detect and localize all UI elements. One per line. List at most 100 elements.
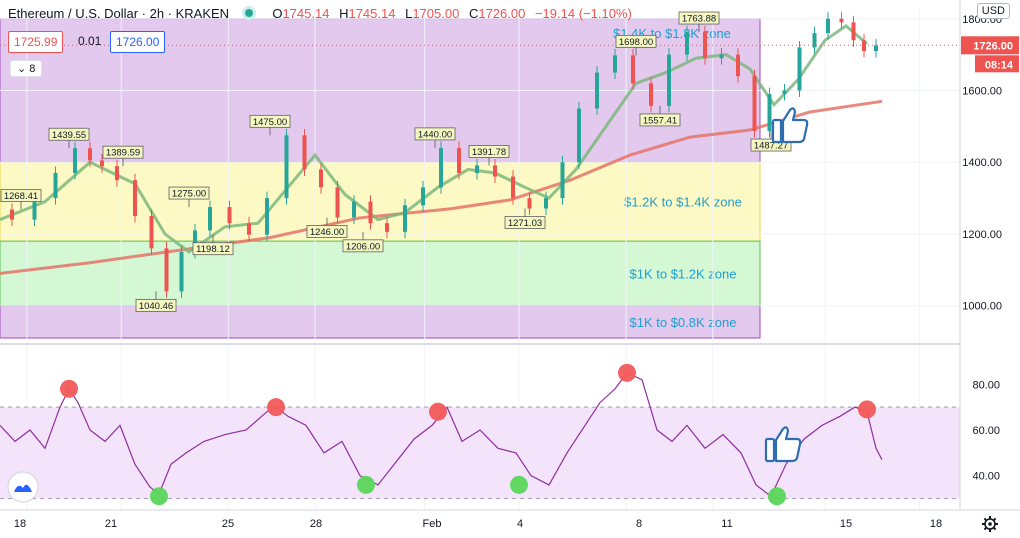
swing-label-layer: 1268.41 1439.55 1389.59 1040.46 1275.00 1198.… xyxy=(0,11,792,312)
ask-price[interactable]: 1726.00 xyxy=(110,31,166,53)
candle-body xyxy=(475,165,479,173)
price-tick-label: 1000.00 xyxy=(962,301,1002,313)
time-tick-label: 18 xyxy=(930,518,942,530)
candle-body xyxy=(511,176,515,199)
candle-body xyxy=(265,198,269,235)
candle-body xyxy=(782,90,787,95)
candle-body xyxy=(368,201,373,224)
swing-label-box xyxy=(468,145,510,158)
zone-label: $1K to $1.2K zone xyxy=(630,266,737,281)
countdown-bg xyxy=(975,55,1019,73)
live-dot-icon xyxy=(244,9,253,17)
candle-body xyxy=(613,55,617,73)
swing-label-box xyxy=(414,127,456,141)
time-tick-label: 18 xyxy=(14,518,26,530)
candle-body xyxy=(88,148,92,161)
rsi-overbought-marker xyxy=(618,363,636,382)
swing-label-box xyxy=(192,242,234,256)
swing-label-box xyxy=(249,114,291,128)
rsi-tick-label: 60.00 xyxy=(972,425,1000,437)
price-tick-label: 1600.00 xyxy=(962,86,1002,98)
zone-label: $1.2K to $1.4K zone xyxy=(624,195,742,210)
swing-label: 1391.78 xyxy=(472,147,506,158)
ohlc-high: H1745.14 xyxy=(339,6,396,21)
candle-body xyxy=(595,72,599,109)
swing-label: 1206.00 xyxy=(346,241,380,252)
candle-body xyxy=(736,54,740,77)
symbol-title[interactable]: Ethereum / U.S. Dollar · 2h · KRAKEN xyxy=(8,6,230,21)
swing-label-box xyxy=(306,225,348,238)
candle-body xyxy=(179,251,184,292)
swing-label: 1275.00 xyxy=(172,189,206,200)
ma-slow-line xyxy=(0,99,883,275)
currency-button[interactable]: USD xyxy=(976,3,1010,19)
swing-label-box xyxy=(0,189,42,202)
thumbs-up-icon xyxy=(771,107,809,144)
swing-label: 1698.00 xyxy=(619,37,653,48)
zone-label: $1K to $0.8K zone xyxy=(630,315,737,330)
candle-body xyxy=(560,162,565,199)
time-tick-label: Feb xyxy=(423,518,442,530)
countdown-value: 08:14 xyxy=(985,59,1014,71)
candle-body xyxy=(208,207,212,231)
price-axis-bg xyxy=(960,0,1020,538)
chevron-down-icon: ⌄ xyxy=(17,63,30,75)
rsi-tick-label: 40.00 xyxy=(972,471,1000,483)
ohlc-open: O1745.14 xyxy=(272,6,330,21)
candle-body xyxy=(839,18,844,23)
swing-label-box xyxy=(168,186,210,200)
candle-body xyxy=(32,198,37,220)
candle-body xyxy=(352,201,356,218)
candle-body xyxy=(767,94,772,132)
swing-label: 1475.00 xyxy=(253,117,287,128)
indicator-toggle[interactable]: ⌄ 8 xyxy=(10,60,43,77)
rsi-overbought-marker xyxy=(429,402,447,421)
candle-body xyxy=(457,147,461,173)
candle-body xyxy=(164,248,169,292)
rsi-overbought-marker xyxy=(858,400,876,419)
rsi-oversold-marker xyxy=(357,475,375,494)
bid-price[interactable]: 1725.99 xyxy=(8,31,64,53)
price-tick-label: 1200.00 xyxy=(962,229,1002,241)
candle-body xyxy=(403,205,407,232)
swing-label: 1440.00 xyxy=(418,129,452,140)
candle-body xyxy=(73,148,77,173)
swing-label-box xyxy=(135,298,177,312)
swing-label: 1763.88 xyxy=(682,14,716,25)
logo-icon[interactable] xyxy=(7,471,39,503)
time-tick-label: 11 xyxy=(721,518,732,530)
candle-body xyxy=(527,198,532,209)
rsi-band xyxy=(0,407,960,499)
time-tick-label: 8 xyxy=(636,518,642,530)
swing-label: 1246.00 xyxy=(310,227,344,238)
candle-body xyxy=(133,180,137,217)
swing-label: 1487.27 xyxy=(754,141,788,152)
swing-label: 1268.41 xyxy=(4,191,38,202)
candle-body xyxy=(100,160,104,167)
candle-body xyxy=(335,187,340,218)
time-tick-label: 21 xyxy=(105,518,117,530)
candle-body xyxy=(685,32,689,55)
thumbs-up-icon xyxy=(764,426,802,463)
swing-label-box xyxy=(102,145,144,159)
spread-value: 0.01 xyxy=(78,34,102,48)
candle-body xyxy=(319,169,323,188)
gear-icon[interactable] xyxy=(982,516,998,532)
swing-label-box xyxy=(615,34,657,48)
candle-body xyxy=(797,47,802,91)
ohlc-change: −19.14 (−1.10%) xyxy=(534,6,632,21)
ohlc-low: L1705.00 xyxy=(405,6,460,21)
swing-label-box xyxy=(342,239,384,253)
candle-body xyxy=(851,22,856,41)
candle-body xyxy=(544,198,548,209)
swing-label: 1198.12 xyxy=(196,244,230,255)
price-tag-bg xyxy=(961,36,1019,55)
series-layer xyxy=(0,12,960,298)
rsi-oversold-marker xyxy=(768,487,786,506)
candle-body xyxy=(667,54,671,106)
symbol-legend: Ethereum / U.S. Dollar · 2h · KRAKEN O17… xyxy=(8,6,632,21)
time-tick-label: 15 xyxy=(840,518,852,530)
time-tick-label: 4 xyxy=(517,518,523,530)
